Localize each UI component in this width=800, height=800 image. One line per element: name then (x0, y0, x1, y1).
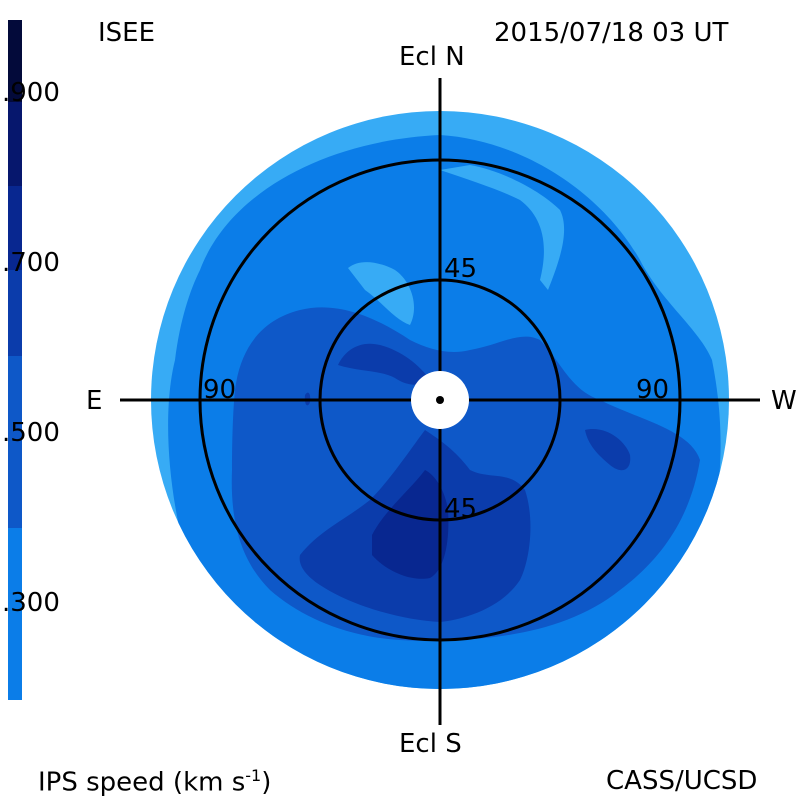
ring-label-east-90: 90 (203, 375, 237, 405)
axis-label-south: Ecl S (399, 729, 462, 759)
quantity-label-exponent: -1 (245, 766, 262, 785)
axis-label-east: E (86, 386, 103, 416)
axis-label-west: W (771, 386, 797, 416)
ring-label-west-90: 90 (636, 375, 670, 405)
speed-region-700-core (372, 470, 449, 579)
colorbar-tick-500: .500 (2, 418, 60, 448)
colorbar-level-600 (8, 270, 22, 356)
quantity-label-text: IPS speed (km s (38, 767, 246, 798)
datetime-label: 2015/07/18 03 UT (494, 18, 729, 48)
axis-label-north: Ecl N (399, 42, 465, 72)
colorbar-level-400 (8, 528, 22, 700)
institution-label: ISEE (98, 18, 156, 48)
speed-region-300-patch-nw (348, 262, 415, 325)
colorbar-level-800 (8, 102, 22, 186)
ring-label-north-45: 45 (444, 254, 478, 284)
colorbar-level-700 (8, 186, 22, 270)
colorbar-tick-300: .300 (2, 588, 60, 618)
quantity-label: IPS speed (km s-1) (38, 768, 271, 796)
colorbar-tick-900: .900 (2, 78, 60, 108)
ring-label-south-45: 45 (444, 494, 478, 524)
quantity-label-close: ) (261, 767, 272, 798)
credit-label: CASS/UCSD (606, 766, 758, 796)
sun-center-dot (436, 396, 444, 404)
speed-region-600-north (338, 343, 430, 385)
speed-region-300-patch-n (440, 165, 565, 290)
speed-colorbar (8, 20, 22, 784)
speed-region-600-west (585, 429, 631, 471)
colorbar-level-900 (8, 20, 22, 102)
colorbar-tick-700: .700 (2, 248, 60, 278)
colorbar-level-500 (8, 356, 22, 528)
